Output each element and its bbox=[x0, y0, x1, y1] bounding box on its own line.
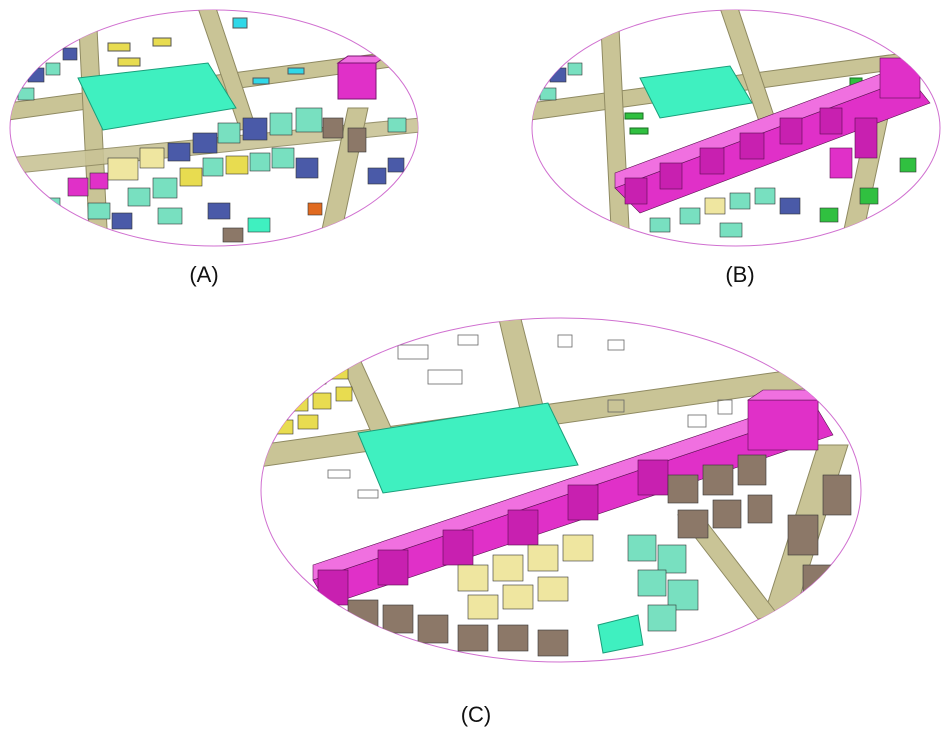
panel-b bbox=[530, 8, 942, 248]
panel-a bbox=[8, 8, 420, 248]
panel-c bbox=[258, 315, 864, 665]
city-model-view-c bbox=[260, 317, 862, 663]
caption-a: (A) bbox=[189, 262, 219, 287]
city-model-view-b bbox=[531, 9, 941, 247]
city-model-view-a bbox=[9, 9, 419, 247]
caption-b: (B) bbox=[725, 262, 755, 287]
caption-c: (C) bbox=[460, 702, 492, 727]
